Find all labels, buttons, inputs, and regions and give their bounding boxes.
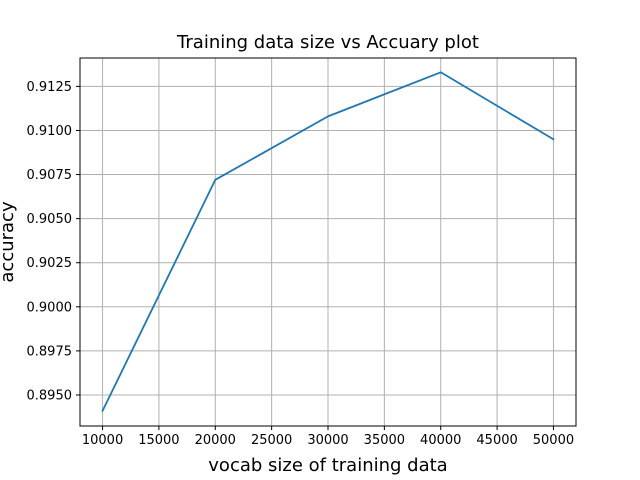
x-tick-label: 35000 — [364, 433, 405, 448]
series-layer — [101, 71, 555, 413]
series-line — [101, 71, 555, 413]
x-axis-ticks: 10000 15000 20000 25000 30000 35000 40000 45000… — [82, 426, 574, 448]
y-tick-label: 0.9000 — [27, 300, 73, 315]
x-tick-label: 20000 — [195, 433, 236, 448]
grid-layer — [80, 58, 576, 426]
y-tick-label: 0.9125 — [27, 80, 73, 95]
y-tick-label: 0.9050 — [27, 212, 73, 227]
x-axis-title: vocab size of training data — [208, 455, 447, 476]
y-tick-label: 0.8975 — [27, 344, 73, 359]
x-tick-label: 40000 — [420, 433, 461, 448]
y-tick-label: 0.9100 — [27, 124, 73, 139]
chart-title: Training data size vs Accuary plot — [176, 32, 479, 53]
x-tick-label: 45000 — [476, 433, 517, 448]
y-tick-label: 0.8950 — [27, 388, 73, 403]
x-tick-label: 25000 — [251, 433, 292, 448]
x-tick-label: 15000 — [138, 433, 179, 448]
x-tick-label: 50000 — [533, 433, 574, 448]
y-axis-title: accuracy — [0, 201, 18, 283]
x-tick-label: 30000 — [307, 433, 348, 448]
y-tick-label: 0.9075 — [27, 168, 73, 183]
x-tick-label: 10000 — [82, 433, 123, 448]
y-axis-ticks: 0.8950 0.8975 0.9000 0.9025 0.9050 0.9075 0.91… — [27, 80, 80, 403]
y-tick-label: 0.9025 — [27, 256, 73, 271]
